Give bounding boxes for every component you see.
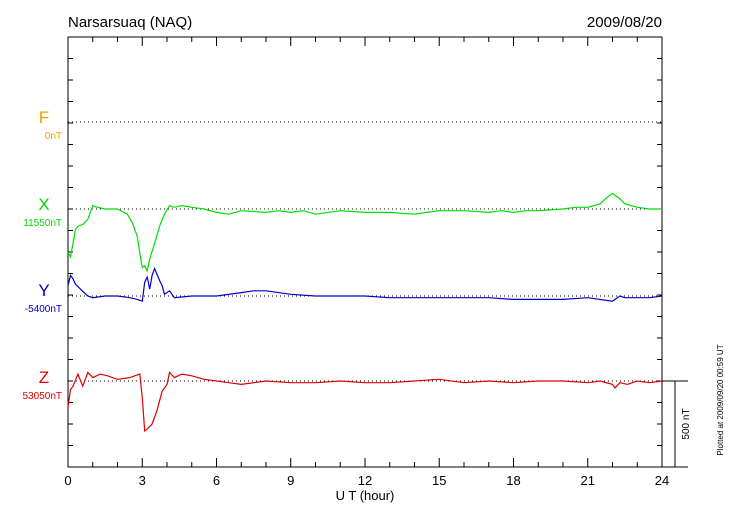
date-label: 2009/08/20	[587, 14, 662, 31]
series-z-baseline: 53050nT	[23, 391, 62, 402]
plotted-at-note: Plotted at 2009/09/20 00:59 UT	[716, 344, 725, 455]
scale-bar: 500 nT	[662, 380, 692, 468]
station-title: Narsarsuaq (NAQ)	[68, 14, 192, 31]
x-tick-label: 24	[655, 473, 669, 488]
series-y-line	[67, 266, 663, 303]
series-z-line	[67, 371, 663, 432]
x-tick-label: 6	[213, 473, 220, 488]
x-tick-label: 12	[358, 473, 372, 488]
x-tick-label: 3	[139, 473, 146, 488]
series-x-name: X	[38, 195, 49, 214]
series-z-name: Z	[39, 368, 49, 387]
x-tick-labels: 0 3 6 9 12 15 18 21 24	[64, 473, 669, 488]
series-x-line	[67, 192, 662, 273]
x-tick-label: 9	[287, 473, 294, 488]
series-f-name: F	[39, 108, 49, 127]
x-tick-label: 0	[64, 473, 71, 488]
x-axis-title: U T (hour)	[336, 488, 395, 503]
series-x-baseline: 11550nT	[23, 218, 62, 229]
series-f-baseline: 0nT	[45, 131, 62, 142]
plot-frame	[67, 36, 663, 468]
axis-ticks	[67, 37, 663, 467]
series-y-baseline: -5400nT	[25, 304, 62, 315]
x-tick-label: 15	[432, 473, 446, 488]
scale-bar-label: 500 nT	[681, 408, 692, 439]
series-y-name: Y	[38, 281, 49, 300]
x-tick-label: 21	[581, 473, 595, 488]
x-tick-label: 18	[506, 473, 520, 488]
